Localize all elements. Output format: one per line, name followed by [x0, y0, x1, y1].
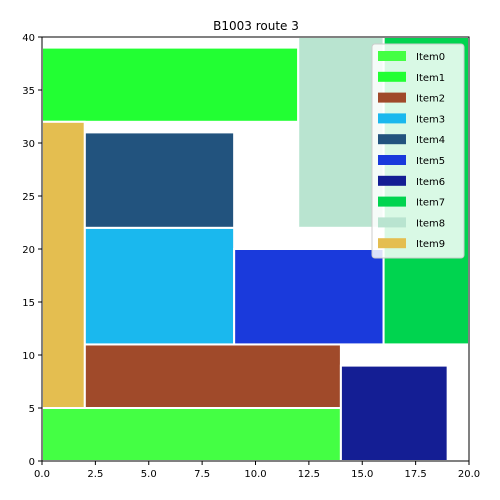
- legend-swatch: [378, 238, 406, 249]
- treemap-rect-item3: [83, 226, 236, 346]
- x-tick-label: 7.5: [194, 469, 210, 480]
- legend-swatch: [378, 92, 406, 103]
- x-tick-label: 12.5: [298, 469, 320, 480]
- legend-label: Item9: [416, 239, 445, 250]
- y-tick-label: 25: [22, 192, 35, 203]
- legend-label: Item7: [416, 198, 445, 209]
- legend-swatch: [378, 51, 406, 61]
- treemap-rect-item9: [41, 120, 86, 410]
- treemap-rect-item2: [83, 343, 342, 409]
- treemap-rect-item1: [41, 46, 300, 123]
- treemap-rect-item4: [83, 131, 236, 229]
- legend-label: Item4: [416, 135, 445, 146]
- x-tick-label: 17.5: [404, 469, 426, 480]
- legend-label: Item6: [416, 177, 445, 188]
- x-tick-label: 2.5: [87, 469, 103, 480]
- x-tick-label: 0.0: [34, 469, 50, 480]
- legend-label: Item3: [416, 114, 445, 125]
- treemap-rect-item0: [41, 407, 342, 462]
- legend-swatch: [378, 217, 406, 228]
- legend-swatch: [378, 175, 406, 186]
- chart-title: B1003 route 3: [213, 19, 299, 33]
- axes: 0.0 2.5 5.0 7.5 10.0 12.5 15.0 17.5 20.0 0 5 10 15 20…: [22, 33, 480, 480]
- legend-label: Item0: [416, 52, 445, 63]
- y-tick-label: 40: [22, 33, 35, 44]
- y-tick-label: 35: [22, 86, 35, 97]
- legend-swatch: [378, 113, 406, 124]
- y-tick-label: 15: [22, 298, 35, 309]
- legend-label: Item1: [416, 73, 445, 84]
- x-tick-label: 20.0: [458, 469, 480, 480]
- legend-swatch: [378, 71, 406, 82]
- x-tick-label: 15.0: [351, 469, 373, 480]
- legend-swatch: [378, 196, 406, 207]
- treemap-rect-item5: [233, 248, 385, 346]
- legend: Item0 Item1 Item2 Item3 Item4 Item5 Item6 Item7…: [371, 43, 465, 259]
- y-tick-label: 5: [29, 404, 35, 415]
- legend-label: Item5: [416, 156, 445, 167]
- y-tick-label: 10: [22, 351, 35, 362]
- legend-swatch: [378, 134, 406, 145]
- treemap-rect-item8: [297, 36, 385, 229]
- y-tick-label: 30: [22, 139, 35, 150]
- legend-label: Item2: [416, 94, 445, 105]
- legend-label: Item8: [416, 218, 445, 229]
- x-tick-label: 10.0: [244, 469, 266, 480]
- x-tick-label: 5.0: [141, 469, 157, 480]
- y-tick-label: 20: [22, 245, 35, 256]
- treemap-rect-item6: [339, 364, 449, 463]
- legend-swatch: [378, 155, 406, 165]
- y-tick-label: 0: [29, 457, 35, 468]
